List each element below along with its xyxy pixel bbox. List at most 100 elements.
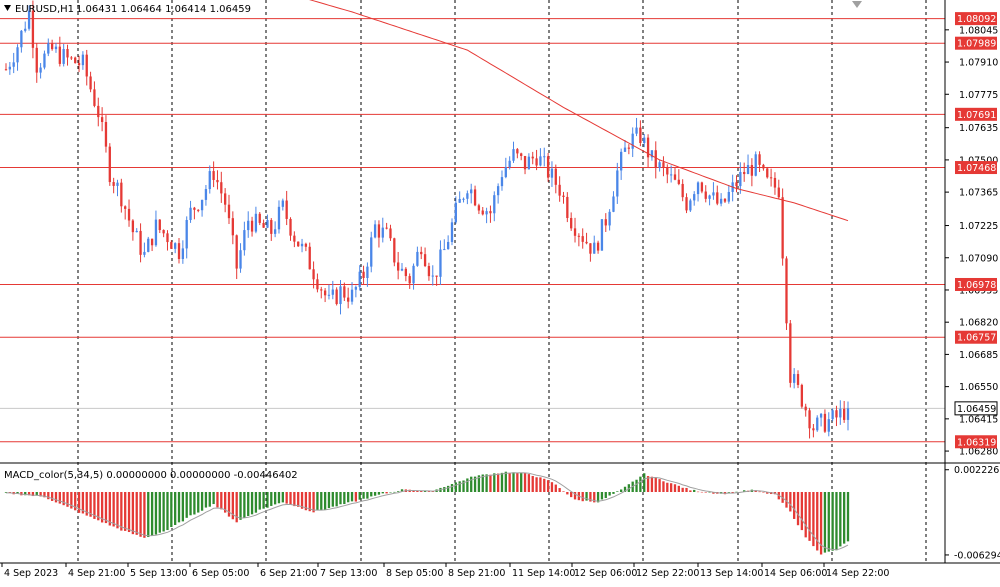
candle <box>189 200 192 223</box>
macd-bar <box>800 492 804 531</box>
macd-bar <box>543 478 546 492</box>
candle <box>143 242 146 258</box>
triangle-down-icon[interactable] <box>4 5 11 11</box>
candle <box>281 198 284 211</box>
candle <box>273 221 277 238</box>
candle <box>712 182 715 200</box>
ohlc-label: 1.06431 1.06464 1.06414 1.06459 <box>76 4 251 15</box>
macd-bar <box>116 492 119 529</box>
macd-bar <box>635 479 638 492</box>
candle <box>104 115 108 153</box>
macd-bar <box>366 492 369 499</box>
candle <box>43 50 46 70</box>
macd-bar <box>669 483 673 492</box>
macd-bar <box>481 474 484 492</box>
macd-bar <box>58 492 61 504</box>
candle <box>566 192 569 223</box>
candle <box>527 153 531 170</box>
candle <box>408 273 411 289</box>
macd-bar <box>139 492 142 537</box>
macd-bar <box>608 492 611 496</box>
candle <box>166 230 169 251</box>
macd-bar <box>573 492 577 500</box>
macd-bar <box>712 492 715 494</box>
level-tag <box>955 12 997 26</box>
candle <box>8 61 11 75</box>
macd-bar <box>727 492 730 493</box>
candle <box>420 246 423 260</box>
macd-bar <box>743 490 746 492</box>
time-tick-label: 13 Sep 14:00 <box>700 568 763 579</box>
candle <box>769 168 773 187</box>
candle <box>216 170 219 190</box>
macd-bar <box>97 492 100 521</box>
price-tick-label: 1.07090 <box>959 253 998 264</box>
candle <box>485 207 488 224</box>
macd-bar <box>112 492 115 527</box>
candle <box>227 194 231 225</box>
macd-bar <box>400 489 404 492</box>
candle <box>285 190 288 226</box>
macd-bar <box>427 491 431 492</box>
level-tag <box>955 161 997 175</box>
candle <box>250 216 254 237</box>
candle <box>20 30 23 53</box>
macd-bar <box>839 492 842 547</box>
macd-bar <box>466 478 469 492</box>
candle <box>235 234 238 280</box>
macd-bar <box>239 492 242 520</box>
candle <box>373 220 377 239</box>
candle <box>304 242 308 252</box>
macd-bar <box>596 492 600 503</box>
macd-bar <box>835 492 838 551</box>
macd-bar <box>489 474 492 492</box>
macd-bar <box>708 492 711 493</box>
candle <box>335 287 338 306</box>
candle <box>423 247 427 268</box>
candle <box>546 153 550 182</box>
candle <box>523 155 527 175</box>
macd-bar <box>89 492 92 517</box>
macd-bar <box>827 492 830 552</box>
candle <box>666 164 669 184</box>
macd-bar <box>74 492 77 511</box>
candle <box>131 219 135 241</box>
macd-bar <box>623 486 627 492</box>
chart-shift-icon[interactable] <box>852 1 862 8</box>
candle <box>723 198 727 203</box>
candle <box>589 243 592 262</box>
macd-bar <box>470 476 473 492</box>
candle <box>562 191 565 204</box>
candle <box>124 205 127 220</box>
candle <box>685 193 688 214</box>
candle <box>416 246 419 267</box>
macd-bar <box>354 492 358 502</box>
candles <box>4 0 850 439</box>
macd-bar <box>843 492 846 544</box>
time-tick-label: 8 Sep 05:00 <box>386 568 443 579</box>
macd-bar <box>197 492 200 513</box>
candle <box>112 177 115 194</box>
candle <box>24 21 27 33</box>
macd-bar <box>127 492 131 533</box>
candle <box>58 36 61 67</box>
macd-bar <box>323 492 327 510</box>
candle <box>212 161 215 188</box>
candle <box>735 175 738 193</box>
macd-bar <box>473 476 477 492</box>
candle <box>846 401 850 431</box>
macd-bar <box>316 492 319 511</box>
candle <box>819 412 823 427</box>
macd-tick-label: -0.0062942 <box>954 550 1000 561</box>
macd-bar <box>308 492 311 512</box>
macd-bar <box>185 492 188 518</box>
candle <box>397 251 400 280</box>
candle <box>543 147 546 167</box>
candle <box>62 43 65 67</box>
macd-bar <box>377 492 381 495</box>
candle <box>773 172 777 195</box>
candle <box>600 219 604 251</box>
macd-tick-label: 0.0022265 <box>954 465 1000 476</box>
